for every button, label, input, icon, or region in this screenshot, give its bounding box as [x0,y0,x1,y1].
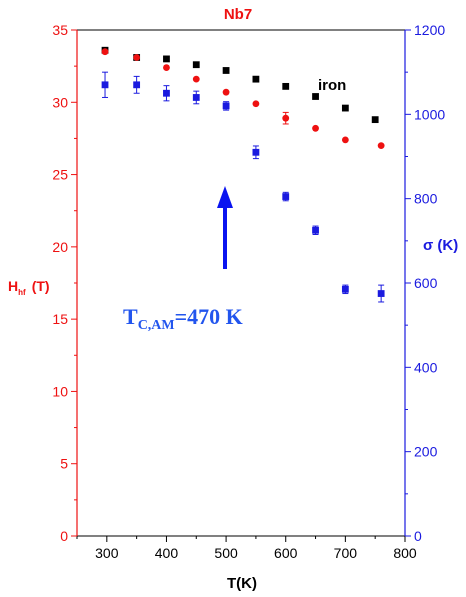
tc-annotation-rest: =470 K [175,304,243,329]
arrow-head [217,186,233,208]
sigma-point [282,193,290,200]
y-right-axis-label: σ (K) [423,237,458,254]
y-right-tick-label: 200 [414,444,438,460]
iron-point [252,75,260,83]
y-right-tick-label: 800 [414,191,438,207]
hhf-point [133,54,141,61]
iron-point [222,67,230,74]
hhf-point [222,88,230,96]
sigma-point [163,89,170,97]
iron-point [312,93,319,100]
sigma-point [312,226,319,234]
hhf-point [101,48,109,56]
hhf-point [377,142,385,150]
hhf-point [282,114,290,122]
iron-point [163,55,170,63]
y-left-axis-label: Hhf (T) [8,278,50,297]
y-right-tick-label: 0 [414,528,422,544]
y-left-tick-label: 0 [60,528,68,544]
axes [76,29,406,537]
y-right-tick-label: 600 [414,275,438,291]
x-tick-label: 600 [274,545,298,561]
hhf-point [163,64,170,71]
y-right-tick-label: 1200 [414,22,445,38]
hhf-point [312,124,319,132]
marks [101,46,385,303]
x-tick-label: 800 [393,545,417,561]
sigma-point [192,94,200,101]
y-right-tick-label: 400 [414,359,438,375]
iron-point [371,116,379,124]
x-tick-label: 700 [334,545,358,561]
sigma-point [252,148,260,156]
iron-point [192,61,200,69]
hhf-point [252,100,260,108]
y-left-label-sub: hf [18,288,26,297]
arrow-annotation [217,186,233,269]
sigma-point [133,81,141,89]
y-left-tick-label: 5 [60,456,68,472]
y-left-tick-label: 35 [52,22,68,38]
y-right-tick-label: 1000 [414,106,445,122]
tc-annotation-sub: C,AM [138,318,175,333]
tc-annotation: TC,AM=470 K [123,304,243,333]
hhf-point [192,75,200,83]
hhf-point [341,136,349,144]
sigma-point [101,81,109,89]
sigma-point [377,290,385,297]
iron-point [341,104,349,112]
x-tick-label: 400 [155,545,179,561]
sigma-point [222,102,230,110]
y-left-label-unit: (T) [32,278,50,294]
y-left-tick-label: 20 [52,239,68,255]
y-left-tick-label: 30 [52,94,68,110]
chart-title: Nb7 [224,6,252,23]
y-left-tick-label: 10 [52,383,68,399]
y-left-tick-label: 15 [52,311,68,327]
tc-annotation-main: T [123,304,138,329]
x-tick-label: 300 [95,545,119,561]
ticks: 300 400 500 600 700 8000510152025303502004006… [52,22,445,561]
legend-label-iron: iron [318,77,346,94]
x-axis-label: T(K) [227,575,257,592]
x-tick-label: 500 [214,545,238,561]
sigma-point [341,285,349,293]
y-left-label-main: H [8,278,18,294]
y-left-tick-label: 25 [52,167,68,183]
iron-point [282,82,290,90]
